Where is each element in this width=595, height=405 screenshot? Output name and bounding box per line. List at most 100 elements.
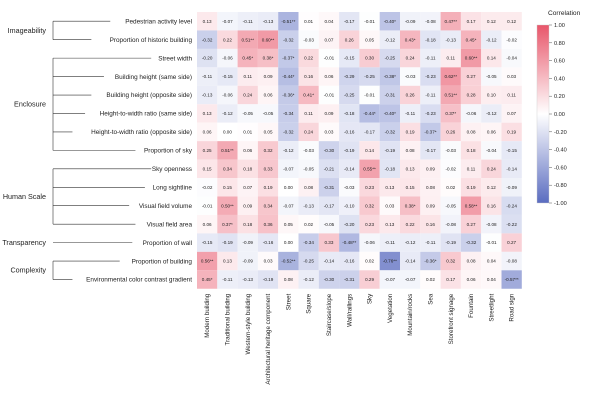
heatmap-cell [481,270,502,289]
heatmap-cell [379,270,400,289]
cell-value: -0.06 [364,240,375,245]
heatmap-cell [237,196,258,215]
heatmap-cell [217,67,238,86]
cell-value: 0.19 [264,185,273,190]
heatmap-cell [257,196,279,215]
row-label: Visual field area [147,221,193,228]
heatmap-cell [278,30,299,49]
cell-value: -0.34 [283,111,294,116]
cell-value: -0.14 [324,259,335,264]
heatmap-cell [217,214,238,234]
cell-value: -0.02 [506,37,517,42]
heatmap-cell [379,85,400,105]
heatmap-cell [217,141,238,160]
row-label: Proportion of sky [144,148,193,155]
heatmap-cell [440,270,461,289]
cell-value: -0.09 [243,259,254,264]
cell-value: -0.12 [283,148,294,153]
cell-value: -0.12 [222,111,233,116]
cell-value: 0.00 [223,130,232,135]
cell-value: -0.19 [344,148,355,153]
heatmap-cell [197,12,218,31]
heatmap-cell [278,178,299,197]
cell-value: 0.47** [444,19,457,24]
cell-value: 0.03 [264,259,273,264]
heatmap-cell [501,270,522,289]
cell-value: -0.09 [243,240,254,245]
heatmap-cell [197,30,218,49]
cell-value: -0.30 [324,277,335,282]
heatmap-cell [278,85,299,105]
heatmap-cell [400,159,421,179]
heatmap-cell [440,178,461,197]
cell-value: -0.12 [486,37,497,42]
cell-value: 0.13 [203,111,212,116]
row-label: Proportion of building [132,258,193,265]
heatmap-cell [197,122,218,142]
column-label: Staircase/slope [326,293,333,336]
cell-value: 0.11 [467,166,476,171]
cell-value: -0.30 [324,148,335,153]
heatmap-cell [237,178,258,197]
cell-value: -0.36* [424,259,436,264]
heatmap-cell [359,159,380,179]
heatmap-cell [339,30,360,49]
heatmap-cell [440,251,461,271]
cell-value: -0.12 [303,277,314,282]
cell-value: -0.15 [202,240,213,245]
heatmap-cell [481,141,502,160]
heatmap-cell [501,104,522,123]
heatmap-cell [501,233,522,252]
heatmap-cell [278,122,299,142]
cell-value: -0.32 [385,130,396,135]
heatmap-cell [481,104,502,123]
heatmap-cell [237,67,258,86]
heatmap-cell [237,12,258,31]
heatmap-cell [400,48,421,68]
heatmap-cell [420,159,441,179]
cell-value: 0.14 [487,56,496,61]
cell-value: 0.05 [284,222,293,227]
heatmap-cell [217,12,238,31]
cell-value: -0.17 [344,19,355,24]
cell-value: 0.16 [426,222,435,227]
heatmap-cell [481,196,502,215]
heatmap-cell [481,85,502,105]
cell-value: 0.00 [284,240,293,245]
column-label: Sea [427,293,434,305]
heatmap-cell [318,122,340,142]
cell-value: 0.06 [264,93,273,98]
row-label: Height-to-width ratio (same side) [100,111,192,118]
heatmap-cell [318,85,340,105]
heatmap-cell [197,85,218,105]
cell-value: -0.29 [344,74,355,79]
heatmap-cell [359,85,380,105]
group-label: Imageability [8,26,47,35]
cell-value: 0.58** [465,203,478,208]
cell-value: -0.25 [364,74,375,79]
heatmap-cell [420,141,441,160]
heatmap-cell [379,30,400,49]
cell-value: 0.08 [467,130,476,135]
cell-value: 0.51** [221,148,234,153]
cell-value: -0.14 [405,259,416,264]
cell-value: 0.17 [467,19,476,24]
cell-value: -0.57** [505,277,519,282]
cell-value: -0.11 [405,111,416,116]
heatmap-cell [257,85,279,105]
cell-value: 0.01 [243,130,252,135]
heatmap-cell [237,141,258,160]
cell-value: -0.04 [486,148,497,153]
heatmap-cell [197,159,218,179]
cell-value: 0.34 [223,166,232,171]
cell-value: 0.08 [406,148,415,153]
heatmap-cell [339,67,360,86]
cell-value: -0.32 [283,37,294,42]
heatmap-cell [501,30,522,49]
heatmap-cell [460,214,482,234]
cell-value: 0.09 [243,203,252,208]
cell-value: 0.51** [444,93,457,98]
cell-value: 0.19 [467,185,476,190]
heatmap-cell [318,159,340,179]
group-label: Complexity [10,266,46,275]
